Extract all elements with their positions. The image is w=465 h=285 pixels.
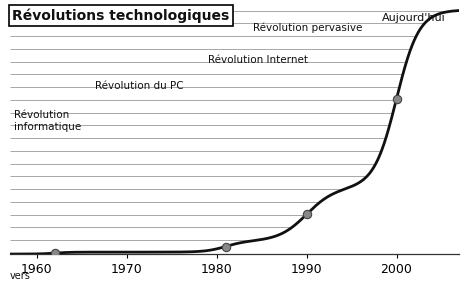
Text: vers: vers <box>10 272 31 282</box>
Text: Révolution Internet: Révolution Internet <box>208 55 308 65</box>
Text: Aujourd'hui: Aujourd'hui <box>382 13 446 23</box>
Text: Révolutions technologiques: Révolutions technologiques <box>12 8 229 23</box>
Text: Révolution du PC: Révolution du PC <box>95 81 184 91</box>
Text: Révolution
informatique: Révolution informatique <box>14 110 81 132</box>
Text: Révolution pervasive: Révolution pervasive <box>252 23 362 33</box>
